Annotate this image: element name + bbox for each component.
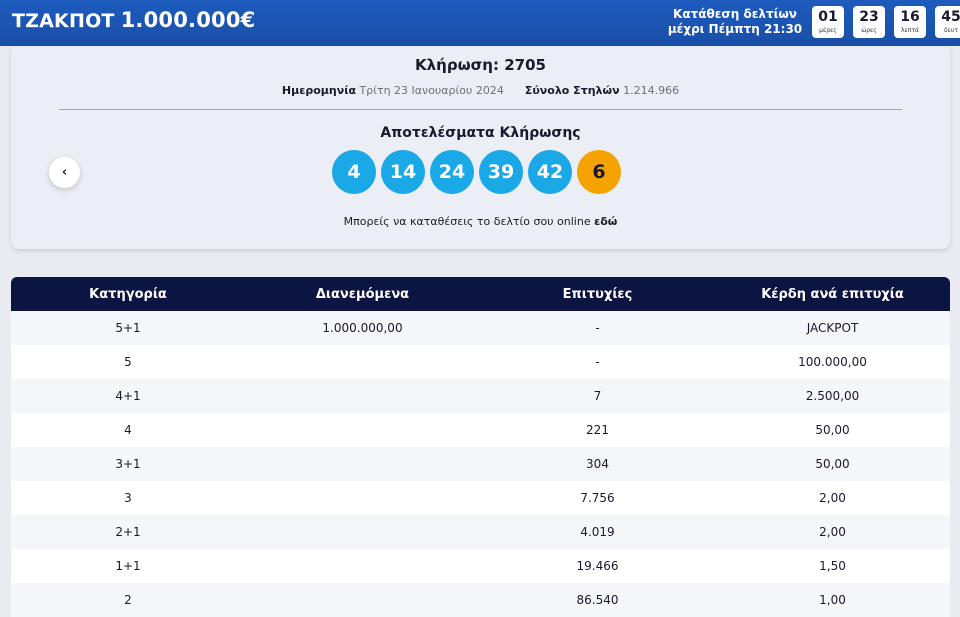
number-ball: 39 <box>479 150 523 194</box>
number-ball: 14 <box>381 150 425 194</box>
cell-distributed <box>245 583 480 617</box>
table-row: 2+1 4.019 2,00 <box>11 515 950 549</box>
cell-prize: 50,00 <box>815 423 850 437</box>
draw-card: Κλήρωση: 2705 Ημερομηνία Τρίτη 23 Ιανουα… <box>11 46 950 249</box>
countdown-minutes: 16 λεπτά <box>894 6 926 38</box>
cell-prize: 2.500,00 <box>805 389 860 403</box>
cell-winners: 4.019 <box>580 525 615 539</box>
date-value: Τρίτη 23 Ιανουαρίου 2024 <box>359 84 504 97</box>
header-distributed: Διανεμόμενα <box>315 286 410 302</box>
number-ball: 24 <box>430 150 474 194</box>
cell-category: 5+1 <box>115 321 141 335</box>
jackpot-amount: 1.000.000€ <box>120 8 256 32</box>
table-body: 5+1 1.000.000,00 - JACKPOT 5 - 100.000,0… <box>11 311 950 617</box>
cell-category: 4 <box>124 423 132 437</box>
cell-prize: 1,50 <box>819 559 846 573</box>
chevron-left-icon: ‹ <box>61 165 68 180</box>
cell-prize: 2,00 <box>819 525 846 539</box>
countdown-value: 16 <box>900 9 920 25</box>
online-text: Μπορείς να καταθέσεις το δελτίο σου onli… <box>343 215 591 228</box>
table-row: 1+1 19.466 1,50 <box>11 549 950 583</box>
table-row: 3 7.756 2,00 <box>11 481 950 515</box>
header-prize: Κέρδη ανά επιτυχία <box>761 286 904 302</box>
countdown-unit: δευτ <box>944 27 958 34</box>
cell-category: 2+1 <box>115 525 141 539</box>
cell-distributed <box>245 447 480 481</box>
cell-distributed <box>245 549 480 583</box>
cell-category: 3 <box>124 491 132 505</box>
cell-distributed <box>245 379 480 413</box>
deadline-text: Κατάθεση δελτίων μέχρι Πέμπτη 21:30 <box>660 7 810 37</box>
table-row: 2 86.540 1,00 <box>11 583 950 617</box>
winning-numbers: 4 14 24 39 42 6 <box>332 150 621 194</box>
header-category: Κατηγορία <box>89 286 167 302</box>
deadline-line-2: μέχρι Πέμπτη 21:30 <box>667 22 803 36</box>
draw-title: Κλήρωση: 2705 <box>415 56 546 74</box>
cell-winners: 7 <box>593 389 602 403</box>
cell-distributed <box>245 515 480 549</box>
countdown-unit: ώρες <box>861 27 877 34</box>
cell-prize: JACKPOT <box>806 321 859 335</box>
countdown-hours: 23 ώρες <box>853 6 885 38</box>
cell-distributed <box>245 413 480 447</box>
countdown-value: 45 <box>941 9 960 25</box>
divider <box>59 109 902 110</box>
cell-prize: 100.000,00 <box>798 355 867 369</box>
cell-prize: 2,00 <box>819 491 846 505</box>
cell-winners: 86.540 <box>576 593 619 607</box>
cell-category: 3+1 <box>115 457 141 471</box>
cell-category: 4+1 <box>115 389 141 403</box>
bonus-ball: 6 <box>577 150 621 194</box>
cell-distributed: 1.000.000,00 <box>322 321 403 335</box>
countdown-seconds: 45 δευτ <box>935 6 960 38</box>
online-note: Μπορείς να καταθέσεις το δελτίο σου onli… <box>11 215 950 228</box>
table-row: 5+1 1.000.000,00 - JACKPOT <box>11 311 950 345</box>
online-link[interactable]: εδώ <box>594 215 618 228</box>
columns-value: 1.214.966 <box>623 84 680 97</box>
previous-draw-button[interactable]: ‹ <box>49 157 80 188</box>
cell-winners: - <box>595 355 600 369</box>
cell-prize: 50,00 <box>815 457 850 471</box>
jackpot-banner: ΤΖΑΚΠΟΤ 1.000.000€ <box>12 8 255 32</box>
number-ball: 42 <box>528 150 572 194</box>
prize-table: Κατηγορία Διανεμόμενα Επιτυχίες Κέρδη αν… <box>11 277 950 617</box>
table-row: 4+1 7 2.500,00 <box>11 379 950 413</box>
top-bar: ΤΖΑΚΠΟΤ 1.000.000€ Κατάθεση δελτίων μέχρι… <box>0 0 960 46</box>
jackpot-label: ΤΖΑΚΠΟΤ <box>12 10 115 32</box>
header-winners: Επιτυχίες <box>562 286 633 302</box>
countdown-value: 23 <box>859 9 879 25</box>
cell-winners: 19.466 <box>576 559 619 573</box>
cell-category: 2 <box>124 593 132 607</box>
countdown-unit: λεπτά <box>901 27 919 34</box>
draw-meta: Ημερομηνία Τρίτη 23 Ιανουαρίου 2024 Σύνο… <box>11 84 950 97</box>
cell-category: 5 <box>124 355 132 369</box>
results-title: Αποτελέσματα Κλήρωσης <box>380 125 581 141</box>
cell-distributed <box>245 481 480 515</box>
countdown-days: 01 μέρες <box>812 6 844 38</box>
cell-winners: 221 <box>586 423 609 437</box>
countdown-unit: μέρες <box>819 27 837 34</box>
countdown-value: 01 <box>818 9 838 25</box>
table-row: 3+1 304 50,00 <box>11 447 950 481</box>
cell-distributed <box>245 345 480 379</box>
cell-prize: 1,00 <box>819 593 846 607</box>
columns-label: Σύνολο Στηλών <box>524 84 620 97</box>
cell-winners: - <box>595 321 600 335</box>
date-label: Ημερομηνία <box>281 84 357 97</box>
table-row: 5 - 100.000,00 <box>11 345 950 379</box>
cell-winners: 304 <box>586 457 609 471</box>
deadline-line-1: Κατάθεση δελτίων <box>673 7 797 21</box>
table-row: 4 221 50,00 <box>11 413 950 447</box>
number-ball: 4 <box>332 150 376 194</box>
table-header: Κατηγορία Διανεμόμενα Επιτυχίες Κέρδη αν… <box>11 277 950 311</box>
countdown: 01 μέρες 23 ώρες 16 λεπτά 45 δευτ <box>812 6 960 38</box>
cell-winners: 7.756 <box>580 491 615 505</box>
cell-category: 1+1 <box>115 559 141 573</box>
